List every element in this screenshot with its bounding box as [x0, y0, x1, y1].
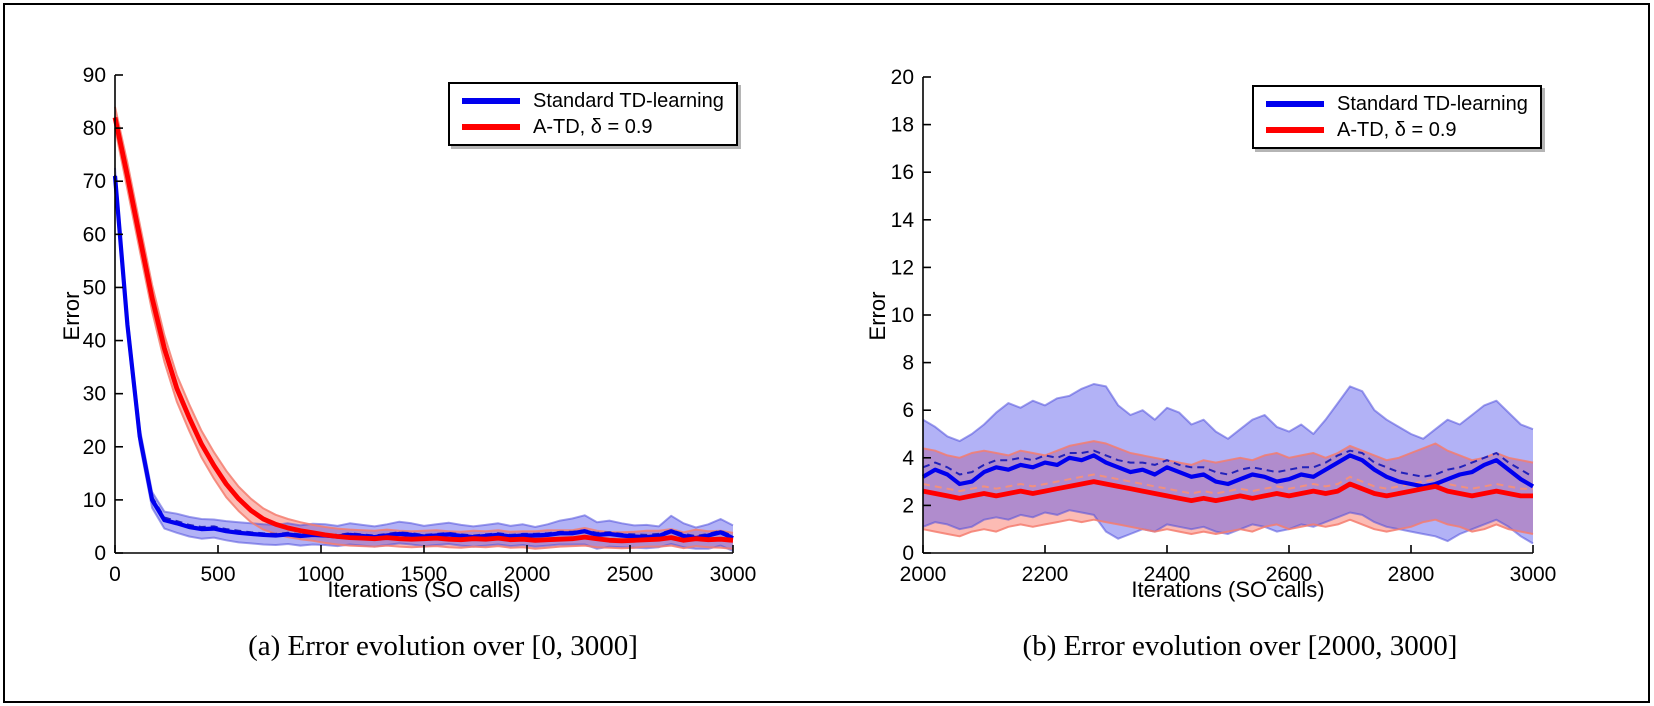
legend-item: Standard TD-learning	[1266, 92, 1528, 116]
legend-label-standard-td: Standard TD-learning	[533, 89, 724, 112]
panel-a-x-axis-title: Iterations (SO calls)	[327, 577, 521, 602]
y-tick-label: 14	[891, 209, 915, 232]
y-tick-label: 20	[83, 436, 106, 459]
legend-item: A-TD, δ = 0.9	[1266, 118, 1528, 142]
x-tick-label: 2000	[900, 563, 947, 586]
legend-label-a-td: A-TD, δ = 0.9	[1337, 118, 1457, 141]
y-tick-label: 70	[83, 170, 106, 193]
x-tick-label: 500	[200, 563, 235, 586]
legend-swatch-blue-line	[1266, 101, 1324, 107]
x-tick-label: 3000	[710, 563, 757, 586]
y-tick-label: 50	[83, 276, 106, 299]
y-tick-label: 4	[902, 447, 914, 470]
dashed-mean-line	[922, 473, 1533, 495]
panel-b-x-axis-title: Iterations (SO calls)	[1131, 577, 1325, 602]
band-edge-line	[114, 167, 734, 529]
panel-b-plot-canvas: 0 2 4 6 8 10 12 14 16 18 20 2000 2200 2400 2600 2800 300…	[891, 66, 1557, 586]
figure-border	[3, 3, 1650, 703]
legend-label-standard-td: Standard TD-learning	[1337, 92, 1528, 115]
x-tick-label: 1000	[298, 563, 345, 586]
legend-item: Standard TD-learning	[462, 89, 724, 113]
band-edge-line	[114, 127, 734, 550]
y-tick-label: 80	[83, 117, 106, 140]
legend-swatch-red-line	[1266, 127, 1324, 133]
panel-b-caption: (b) Error evolution over [2000, 3000]	[1022, 630, 1458, 662]
y-tick-label: 10	[83, 489, 106, 512]
x-tick-label: 2800	[1388, 563, 1435, 586]
panel-a-plot-canvas: 0 10 20 30 40 50 60 70 80 90 0 500 1000 1500 2000 2500 3…	[83, 64, 757, 586]
y-tick-label: 8	[902, 352, 914, 375]
mean-line	[112, 117, 734, 544]
legend-swatch-blue-line	[462, 98, 520, 104]
mean-line	[922, 479, 1533, 504]
y-tick-label: 60	[83, 223, 106, 246]
y-tick-label: 16	[891, 161, 914, 184]
band-edge-line	[922, 383, 1534, 443]
y-tick-label: 0	[94, 542, 106, 565]
y-tick-label: 10	[891, 304, 914, 327]
band-edge-line	[922, 518, 1534, 538]
y-tick-label: 90	[83, 64, 106, 87]
y-tick-label: 6	[902, 399, 914, 422]
panel-a-caption: (a) Error evolution over [0, 3000]	[248, 630, 638, 662]
band-edge-line	[922, 509, 1534, 545]
confidence-band-blue	[923, 384, 1533, 544]
x-tick-label: 3000	[1510, 563, 1557, 586]
panel-b-y-axis-title: Error	[865, 291, 890, 341]
band-edge-line	[922, 440, 1534, 466]
panel-a-y-axis-title: Error	[59, 291, 84, 341]
confidence-band-blue	[115, 167, 733, 551]
x-tick-label: 2600	[1266, 563, 1313, 586]
y-tick-label: 0	[902, 542, 914, 565]
x-tick-label: 0	[109, 563, 121, 586]
legend-label-a-td: A-TD, δ = 0.9	[533, 115, 653, 138]
band-edge-line	[114, 183, 734, 552]
y-tick-label: 40	[83, 330, 106, 353]
y-tick-label: 30	[83, 383, 106, 406]
dashed-mean-line	[114, 174, 734, 537]
x-tick-label: 2400	[1144, 563, 1191, 586]
legend-swatch-red-line	[462, 124, 520, 130]
y-tick-label: 2	[902, 494, 914, 517]
panel-b-legend: Standard TD-learning A-TD, δ = 0.9	[1252, 85, 1542, 149]
legend-item: A-TD, δ = 0.9	[462, 115, 724, 139]
panel-a-legend: Standard TD-learning A-TD, δ = 0.9	[448, 82, 738, 146]
band-edge-line	[114, 106, 734, 534]
dashed-mean-line	[922, 449, 1534, 478]
mean-line	[112, 175, 734, 541]
x-tick-label: 1500	[401, 563, 448, 586]
x-tick-label: 2200	[1022, 563, 1069, 586]
y-tick-label: 12	[891, 256, 914, 279]
y-tick-label: 18	[891, 114, 914, 137]
dashed-mean-line	[114, 116, 734, 541]
x-tick-label: 2500	[607, 563, 654, 586]
y-tick-label: 20	[891, 66, 914, 89]
x-tick-label: 2000	[504, 563, 551, 586]
confidence-band-red	[115, 106, 733, 549]
